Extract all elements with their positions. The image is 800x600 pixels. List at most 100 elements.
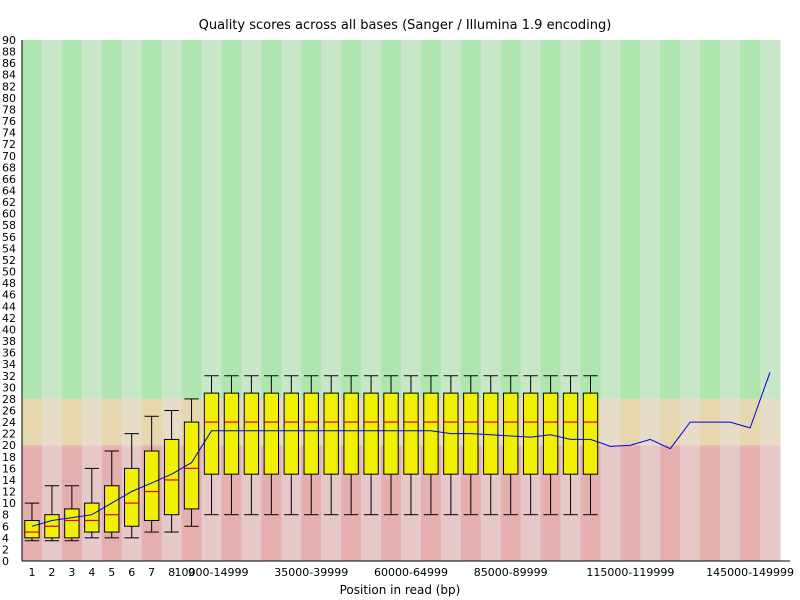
y-tick-label: 44 (2, 300, 16, 313)
y-tick-label: 46 (2, 289, 16, 302)
box-iqr (183, 421, 200, 510)
y-tick-label: 76 (2, 115, 16, 128)
y-tick-label: 52 (2, 254, 16, 267)
y-tick-label: 32 (2, 370, 16, 383)
y-tick-label: 72 (2, 138, 16, 151)
y-tick-label: 66 (2, 173, 16, 186)
box-plot (503, 375, 519, 516)
box-plot (423, 375, 439, 516)
zone-good-stripe (740, 40, 761, 399)
y-tick-label: 10 (2, 497, 16, 510)
box-iqr (163, 438, 180, 516)
mean-line (31, 372, 771, 527)
axes (21, 40, 790, 562)
box-plot (243, 375, 260, 516)
zone-good-stripe (261, 40, 282, 399)
y-tick-label: 64 (2, 185, 16, 198)
y-tick-label: 62 (2, 196, 16, 209)
y-tick-label: 16 (2, 462, 16, 475)
box-plot (163, 409, 180, 533)
zone-good-stripe (61, 40, 83, 399)
box-plot (183, 398, 200, 527)
box-iqr (243, 392, 260, 475)
zone-good-stripe (500, 40, 522, 399)
zone-reasonable-stripe (600, 398, 621, 446)
box-iqr (562, 392, 579, 475)
zone-good-stripe (22, 40, 43, 399)
x-tick-label: 35000-39999 (274, 566, 348, 579)
zone-good-stripe (600, 40, 621, 399)
box-plot (582, 375, 599, 516)
box-plot (562, 375, 579, 516)
y-tick-label: 82 (2, 80, 16, 93)
box-plot (363, 375, 379, 516)
zone-good-stripe (181, 40, 203, 399)
y-tick-label: 42 (2, 312, 16, 325)
box-iqr (423, 392, 439, 475)
zone-good-stripe (201, 40, 222, 399)
y-tick-label: 56 (2, 231, 16, 244)
y-tick-label: 14 (2, 474, 16, 487)
box-plot (542, 375, 559, 516)
zone-good-stripe (440, 40, 462, 399)
chart-title: Quality scores across all bases (Sanger … (199, 18, 612, 33)
x-tick-label: 4 (88, 566, 95, 579)
y-tick-label: 68 (2, 161, 16, 174)
y-tick-label: 0 (2, 555, 9, 568)
y-tick-label: 80 (2, 92, 16, 105)
y-tick-label: 50 (2, 266, 16, 279)
zone-good-stripe (540, 40, 562, 399)
box-iqr (403, 392, 419, 475)
zone-reasonable-stripe (760, 398, 781, 446)
y-tick-labels: 0246810121416182022242628303234363840424… (2, 34, 16, 568)
box-iqr (343, 392, 359, 475)
y-tick-label: 2 (2, 543, 9, 556)
y-tick-label: 28 (2, 393, 16, 406)
box-plot (143, 415, 160, 533)
y-tick-label: 74 (2, 127, 16, 140)
zone-good-stripe (700, 40, 721, 399)
x-tick-label: 6 (128, 566, 135, 579)
zone-good-stripe (321, 40, 342, 399)
box-iqr (24, 519, 40, 539)
zone-reasonable-stripe (660, 398, 681, 446)
box-plot (403, 375, 419, 516)
box-iqr (522, 392, 539, 475)
y-tick-label: 60 (2, 208, 16, 221)
y-tick-label: 20 (2, 439, 16, 452)
y-tick-label: 30 (2, 381, 16, 394)
y-tick-label: 4 (2, 532, 9, 545)
zone-reasonable-stripe (81, 398, 103, 446)
box-plot (84, 467, 100, 539)
y-tick-label: 86 (2, 57, 16, 70)
zone-reasonable-stripe (101, 398, 123, 446)
box-iqr (503, 392, 519, 475)
zone-reasonable-stripe (640, 398, 661, 446)
zone-good-stripe (141, 40, 163, 399)
x-tick-label: 1 (28, 566, 35, 579)
y-tick-label: 6 (2, 520, 9, 533)
x-tick-label: 5 (108, 566, 115, 579)
x-tick-label: 10000-14999 (175, 566, 249, 579)
x-tick-label: 8 (168, 566, 175, 579)
zone-good-stripe (760, 40, 781, 399)
box-plot (522, 375, 539, 516)
zone-poor-stripe (680, 445, 701, 561)
zone-reasonable-stripe (41, 398, 63, 446)
box-plot (104, 450, 120, 539)
box-iqr (203, 392, 220, 475)
y-tick-label: 18 (2, 451, 16, 464)
box-plot (124, 433, 140, 539)
zone-good-stripe (460, 40, 482, 399)
zone-good-stripe (580, 40, 601, 399)
box-iqr (542, 392, 559, 475)
zone-good-stripe (341, 40, 362, 399)
y-tick-label: 84 (2, 69, 16, 82)
y-tick-label: 34 (2, 358, 16, 371)
box-iqr (483, 392, 499, 475)
zone-good-stripe (420, 40, 442, 399)
zone-good-stripe (680, 40, 701, 399)
x-tick-label: 60000-64999 (374, 566, 448, 579)
box-plot (343, 375, 359, 516)
